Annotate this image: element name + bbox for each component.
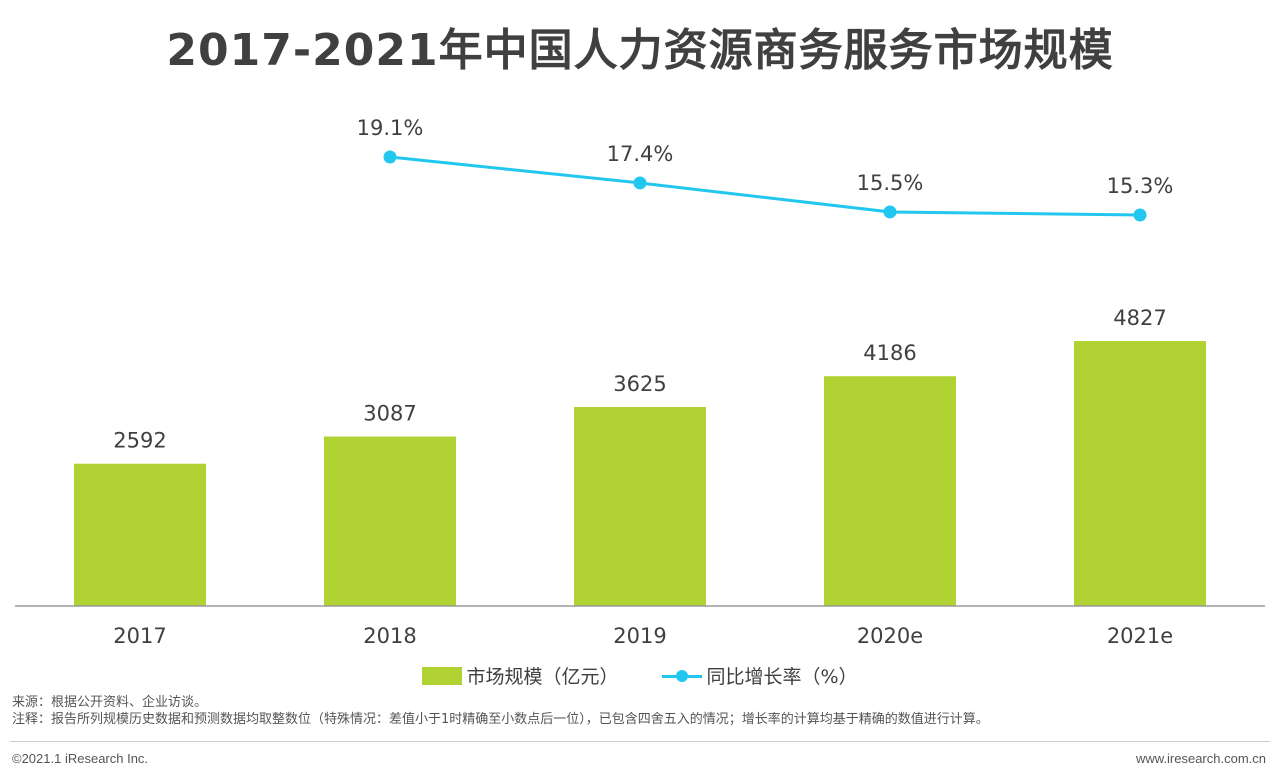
bar-2020e — [824, 376, 956, 606]
growth-label-2019: 17.4% — [607, 142, 674, 166]
legend-item-market-size: 市场规模（亿元） — [422, 662, 618, 689]
growth-label-2021e: 15.3% — [1107, 174, 1174, 198]
x-tick-label-2019: 2019 — [613, 624, 666, 648]
bar-2018 — [324, 436, 456, 606]
growth-point-2020e — [883, 205, 897, 219]
legend-item-growth-rate: 同比增长率（%） — [662, 662, 858, 689]
bar-value-label-2018: 3087 — [363, 402, 416, 426]
bar-value-label-2021e: 4827 — [1113, 306, 1166, 330]
combo-chart: 2592 2017 3087 2018 3625 2019 4186 2020e 4827 202… — [15, 116, 1265, 648]
bar-2021e — [1074, 341, 1206, 606]
legend-label-market-size: 市场规模（亿元） — [466, 666, 619, 688]
line-swatch-icon — [662, 667, 703, 685]
bar-2019 — [574, 406, 706, 606]
annotation-note: 注释：报告所列规模历史数据和预测数据均取整数位（特殊情况：差值小于1时精确至小数… — [12, 712, 989, 727]
website-link[interactable]: www.iresearch.com.cn — [1135, 751, 1266, 766]
copyright: ©2021.1 iResearch Inc. — [12, 751, 149, 766]
source-note: 来源：根据公开资料、企业访谈。 — [12, 695, 208, 710]
bar-swatch-icon — [422, 666, 463, 685]
growth-point-2019 — [633, 176, 647, 190]
growth-label-2018: 19.1% — [357, 116, 424, 140]
bar-2017 — [74, 463, 206, 606]
notes: 来源：根据公开资料、企业访谈。 注释：报告所列规模历史数据和预测数据均取整数位（… — [12, 694, 989, 728]
bar-value-label-2020e: 4186 — [863, 341, 916, 365]
growth-label-2020e: 15.5% — [857, 171, 924, 195]
legend-label-growth-rate: 同比增长率（%） — [706, 666, 858, 688]
x-tick-label-2021e: 2021e — [1107, 624, 1173, 648]
x-tick-label-2017: 2017 — [113, 624, 166, 648]
x-tick-label-2020e: 2020e — [857, 624, 923, 648]
x-tick-label-2018: 2018 — [363, 624, 416, 648]
growth-point-2018 — [383, 150, 397, 164]
growth-point-2021e — [1133, 208, 1147, 222]
chart-legend: 市场规模（亿元） 同比增长率（%） — [0, 662, 1280, 689]
bar-value-label-2017: 2592 — [113, 429, 166, 453]
growth-rate-line — [389, 155, 1141, 217]
chart-title: 2017-2021年中国人力资源商务服务市场规模 — [166, 25, 1114, 76]
footer-divider — [10, 741, 1270, 742]
bar-value-label-2019: 3625 — [613, 372, 666, 396]
